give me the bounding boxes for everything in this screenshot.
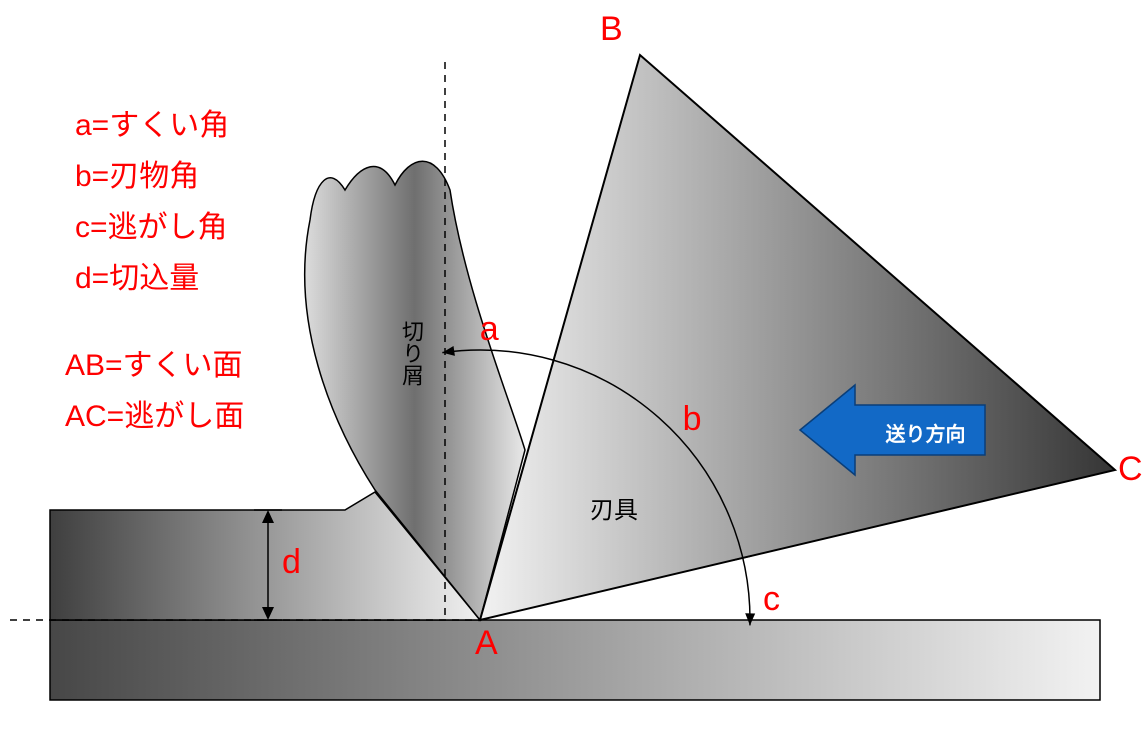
- feed-label: 送り方向: [873, 418, 978, 447]
- legend-c: c=逃がし角: [75, 202, 229, 253]
- legend-a: a=すくい角: [75, 100, 229, 151]
- chip-label: 切り屑: [395, 320, 427, 386]
- vertex-label-c: C: [1118, 450, 1143, 489]
- angle-label-d: d: [282, 543, 301, 582]
- legend-d: d=切込量: [75, 253, 229, 304]
- legend-ab: AB=すくい面: [65, 340, 244, 391]
- angle-label-b: b: [683, 400, 702, 439]
- workpiece-lower: [50, 620, 1100, 700]
- legend-faces: AB=すくい面 AC=逃がし面: [65, 340, 244, 442]
- tool-label: 刃具: [590, 490, 638, 525]
- cutting-tool: [480, 55, 1115, 620]
- legend-angles: a=すくい角 b=刃物角 c=逃がし角 d=切込量: [75, 100, 229, 304]
- vertex-label-a: A: [475, 624, 498, 663]
- angle-label-a: a: [480, 310, 499, 349]
- diagram-stage: a=すくい角 b=刃物角 c=逃がし角 d=切込量 AB=すくい面 AC=逃がし…: [0, 0, 1147, 734]
- angle-label-c: c: [763, 580, 780, 619]
- legend-b: b=刃物角: [75, 151, 229, 202]
- vertex-label-b: B: [600, 10, 623, 49]
- legend-ac: AC=逃がし面: [65, 391, 244, 442]
